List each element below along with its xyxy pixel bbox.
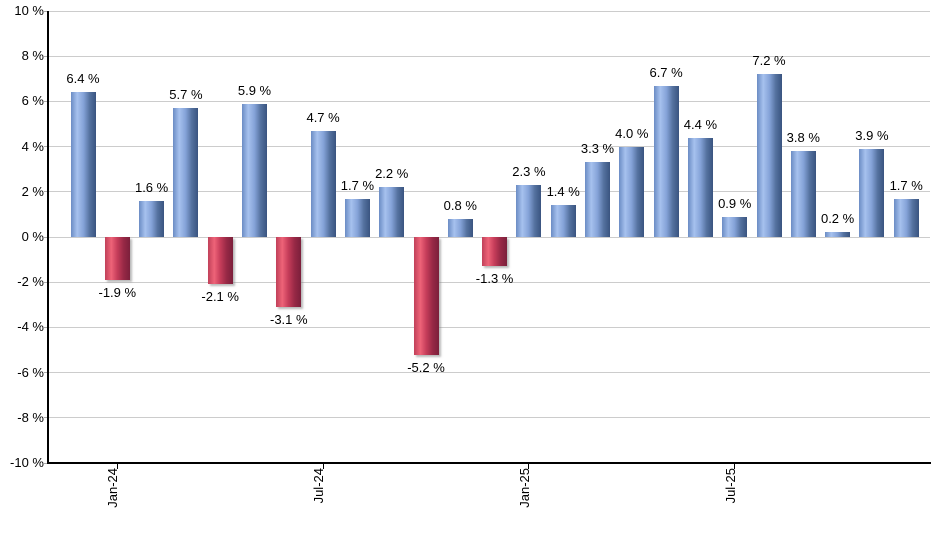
bar-value-label: -1.9 % [98, 284, 137, 300]
y-tick-label: 4 % [21, 138, 44, 154]
bar [653, 85, 679, 237]
x-axis-line [47, 462, 931, 464]
x-tick-mark [528, 464, 530, 469]
bar [104, 237, 130, 280]
y-tick-label: 2 % [21, 183, 44, 199]
bar-value-label: 1.7 % [889, 177, 923, 193]
bar [173, 108, 199, 237]
y-tick-label: -4 % [17, 319, 44, 335]
x-tick-label: Jan-25 [516, 468, 532, 508]
bar-value-label: 0.2 % [820, 211, 855, 227]
y-tick-label: -2 % [17, 274, 44, 290]
gridline [48, 100, 930, 102]
bar-value-label: 7.2 % [752, 53, 786, 69]
bar [310, 130, 336, 237]
y-tick-mark [44, 417, 47, 419]
bar-value-label: -3.1 % [270, 312, 308, 328]
y-tick-mark [44, 236, 47, 238]
y-tick-mark [44, 191, 47, 193]
bar-value-label: 1.4 % [546, 184, 580, 200]
bar-value-label: 1.6 % [134, 179, 169, 195]
bar-value-label: 2.3 % [512, 164, 546, 180]
y-tick-label: 10 % [14, 3, 44, 18]
x-tick-mark [116, 464, 118, 469]
bar-value-label: 3.3 % [580, 141, 615, 157]
bar [825, 232, 851, 237]
gridline [48, 281, 930, 283]
bar [585, 162, 610, 237]
y-tick-mark [44, 10, 47, 12]
bar [276, 237, 302, 308]
bar-value-label: 2.2 % [375, 166, 409, 182]
y-tick-mark [44, 281, 47, 283]
gridline [48, 326, 930, 328]
y-axis-line [47, 11, 49, 464]
bar [722, 216, 748, 237]
gridline [48, 146, 930, 148]
y-tick-mark [44, 146, 47, 148]
y-tick-mark [44, 372, 47, 374]
bar [482, 237, 508, 267]
bar-value-label: 4.7 % [306, 109, 340, 125]
bar-value-label: 1.7 % [340, 177, 375, 193]
bar-value-label: -2.1 % [201, 289, 239, 305]
bar [139, 200, 165, 237]
bar [516, 185, 542, 237]
gridline [48, 191, 930, 193]
y-tick-label: -6 % [17, 364, 44, 380]
bar-value-label: 4.0 % [615, 125, 649, 141]
x-tick-label: Jul-24 [311, 468, 327, 504]
bar-value-label: 5.9 % [237, 82, 272, 98]
bar [859, 148, 885, 237]
x-tick-label: Jan-24 [105, 468, 121, 508]
bar [242, 103, 267, 237]
bar [550, 205, 576, 237]
bar-value-label: 0.8 % [443, 197, 477, 213]
x-tick-mark [734, 464, 736, 469]
bar [70, 92, 96, 237]
y-tick-mark [44, 326, 47, 328]
bar-value-label: 0.9 % [718, 195, 752, 211]
x-tick-label: Jul-25 [722, 468, 738, 504]
bar-value-label: 5.7 % [169, 87, 203, 103]
bar-value-label: 6.4 % [66, 71, 100, 87]
y-tick-mark [44, 100, 47, 102]
gridline [48, 55, 930, 57]
y-tick-mark [44, 55, 47, 57]
plot-area: 6.4 % -1.9 % 1.6 % 5.7 % -2.1 % 5.9 % -3.1 % 4.… [48, 10, 930, 463]
bar [413, 237, 439, 355]
bar-value-label: -1.3 % [475, 271, 514, 287]
y-tick-label: 6 % [21, 93, 44, 109]
y-tick-label: -8 % [17, 409, 44, 425]
gridline [48, 10, 930, 12]
bar [447, 218, 473, 237]
bar-value-label: 3.8 % [786, 130, 820, 146]
bar [619, 146, 645, 237]
bar [379, 187, 405, 237]
bar-value-label: -5.2 % [407, 359, 445, 375]
x-tick-mark [322, 464, 324, 469]
bar-value-label: 6.7 % [649, 64, 683, 80]
bar [756, 74, 782, 237]
y-tick-label: 0 % [21, 229, 44, 244]
bar [790, 151, 816, 237]
y-tick-label: -10 % [10, 455, 44, 470]
gridline [48, 372, 930, 374]
y-tick-mark [44, 462, 47, 464]
bar-value-label: 3.9 % [855, 127, 889, 143]
bar [344, 198, 370, 237]
bar [893, 198, 919, 237]
bar [207, 237, 233, 285]
gridline [48, 417, 930, 419]
y-tick-label: 8 % [21, 48, 44, 64]
bar-value-label: 4.4 % [683, 116, 718, 132]
bar [687, 137, 713, 237]
